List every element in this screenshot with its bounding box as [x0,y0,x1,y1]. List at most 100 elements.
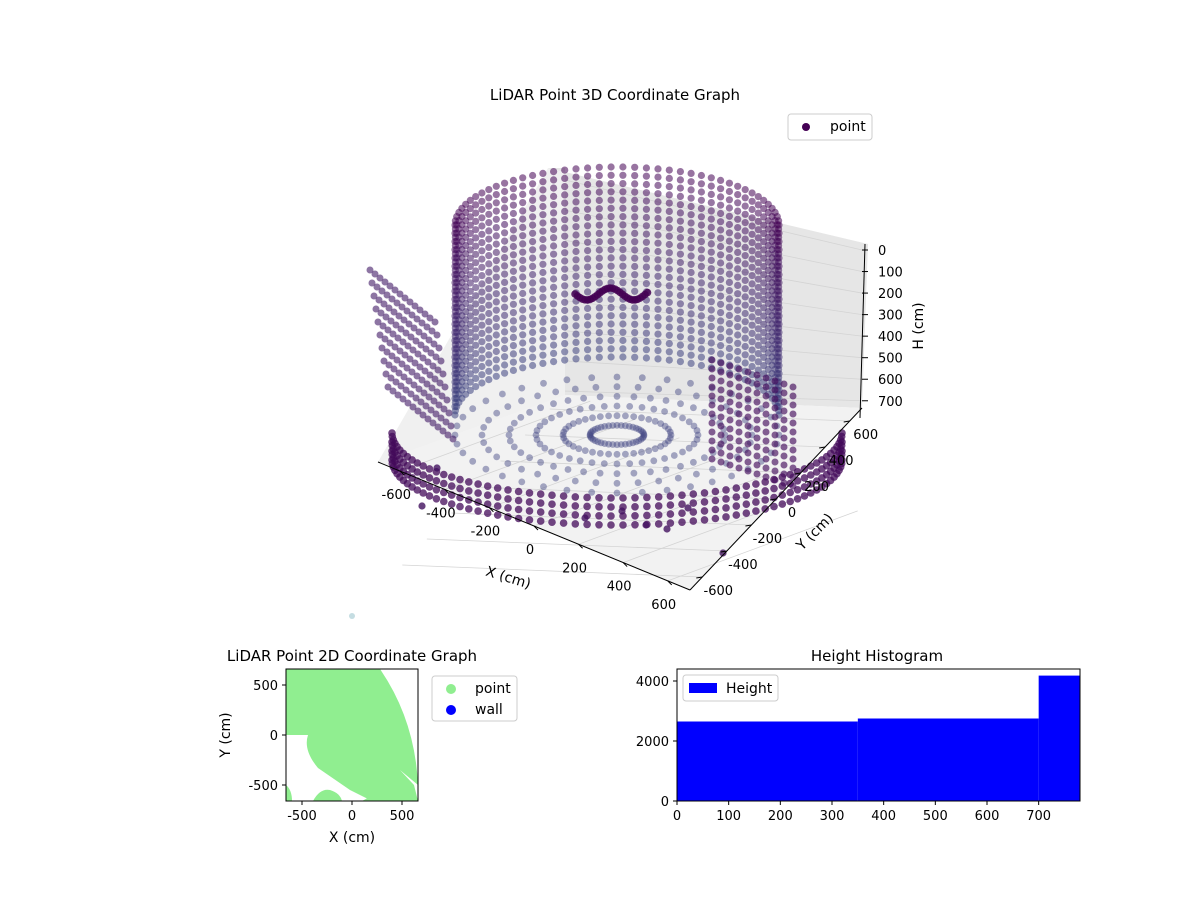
z-grid-line-3d [564,209,863,272]
lidar-point [466,370,474,378]
lidar-point [466,353,474,361]
lidar-point [775,361,783,369]
lidar-point [539,318,547,326]
lidar-point [630,413,638,420]
lidar-point [509,317,517,325]
lidar-point [701,408,708,416]
lidar-point [539,285,547,293]
lidar-point [584,180,592,189]
lidar-point [676,275,685,283]
lidar-point [595,279,603,287]
lidar-point [622,412,629,420]
lidar-point [478,379,486,387]
legend-hist-frame [682,674,779,702]
lidar-point [775,262,783,270]
lidar-point [697,180,706,188]
lidar-point [408,311,416,319]
lidar-point [734,323,742,331]
lidar-point [789,464,797,472]
lidar-point [501,361,509,369]
lidar-point [472,374,480,382]
lidar-point [726,434,734,442]
lidar-point [571,493,580,501]
lidar-point [588,459,596,466]
lidar-point [519,256,527,264]
lidar-point [725,179,734,187]
lidar-point [456,502,464,511]
lidar-point [717,431,725,439]
lidar-point [775,320,783,328]
lidar-point [418,376,426,384]
lidar-point [775,353,783,361]
lidar-point [478,288,486,296]
lidar-point [665,166,673,174]
lidar-point [529,295,537,303]
lidar-point [418,502,426,510]
lidar-point [775,287,783,295]
lidar-point [762,419,770,427]
y-tick-mark-3d [769,498,777,501]
lidar-point [478,280,486,288]
lidar-point [466,362,474,370]
lidar-point [439,370,447,378]
lidar-point [385,304,393,312]
lidar-point [687,194,695,202]
lidar-point [408,368,416,376]
lidar-point [638,459,646,466]
lidar-point [492,306,500,314]
lidar-point [563,486,571,494]
z-tick-label-3d: 200 [878,287,903,302]
lidar-point [556,411,564,418]
lidar-point [665,224,673,232]
lidar-point [775,246,783,254]
lidar-point [722,495,730,503]
lidar-point [485,210,493,218]
lidar-point [676,225,685,233]
lidar-point [676,201,685,209]
lidar-point [492,372,500,380]
lidar-point [572,198,580,206]
lidar-point [595,238,603,246]
lidar-point [631,188,639,196]
lidar-point [431,375,439,383]
lidar-point [440,497,448,506]
lidar-point [550,258,558,267]
lidar-point [665,437,672,445]
lidar-point [394,391,402,399]
lidar-point [631,271,639,279]
lidar-point [529,262,537,270]
lidar-point [619,345,627,353]
lidar-point [431,318,439,326]
lidar-point [726,452,734,460]
lidar-point [525,507,534,515]
point-region-bottom-2 [362,795,395,801]
lidar-point [385,361,393,369]
lidar-point [707,174,715,182]
lidar-point [564,397,572,404]
lidar-point [754,209,762,217]
lidar-point [575,445,583,453]
lidar-point [536,440,544,448]
lidar-point [770,502,778,511]
hist-y-tick-label: 4000 [636,675,669,690]
lidar-point [596,413,604,420]
lidar-point [748,214,756,222]
lidar-point [419,411,427,419]
lidar-point [665,290,673,298]
lidar-point [595,188,603,196]
lidar-point [643,511,651,520]
lidar-point [734,182,742,190]
lidar-point [541,444,549,452]
lidar-point [775,304,783,312]
lidar-point [735,401,743,409]
chart-histogram: Height Histogram 0 100 200 300 400 500 600 7000… [636,647,1081,824]
lidar-point [466,320,474,328]
lidar-point [607,221,615,229]
lidar-point [762,428,770,436]
lidar-point [663,376,671,384]
lidar-point [717,275,725,284]
lidar-point [621,422,629,430]
lidar-point [595,246,603,254]
lidar-point [529,279,537,287]
lidar-point [501,245,509,253]
